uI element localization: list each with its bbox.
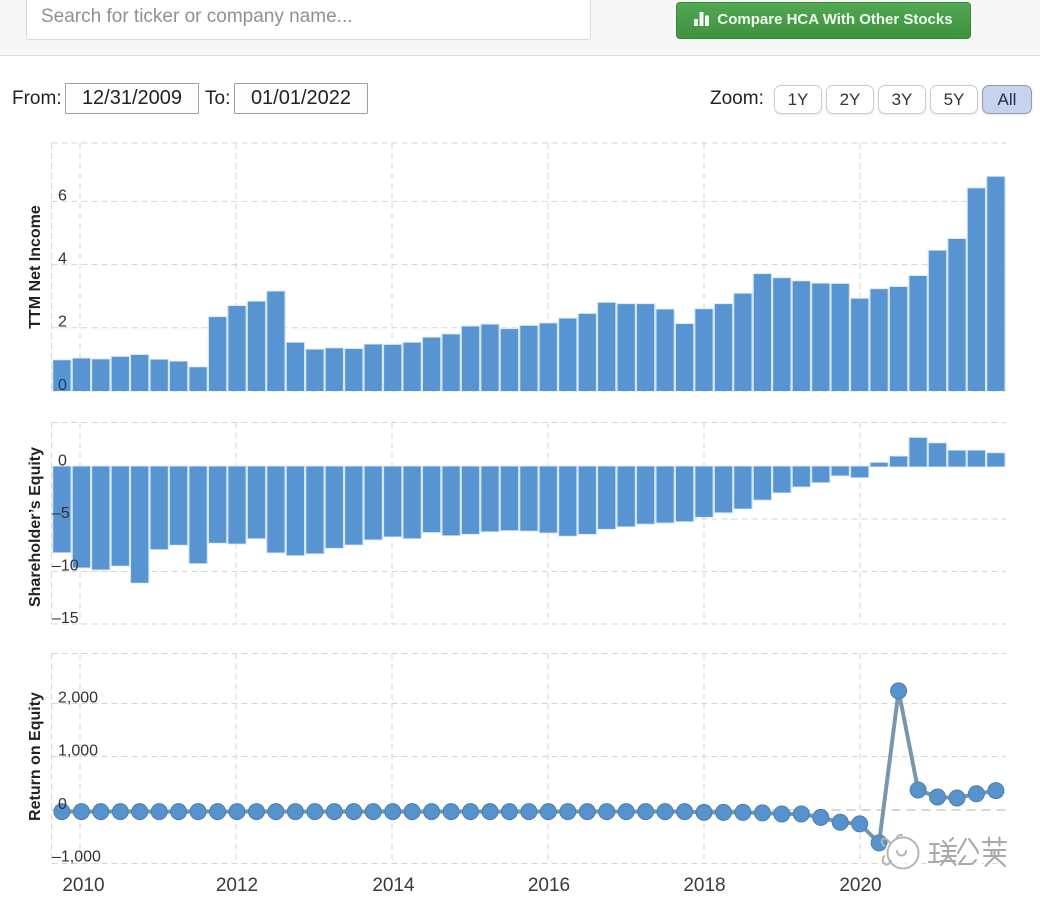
svg-text:0: 0 [58,796,67,813]
svg-text:–10: –10 [52,557,79,574]
svg-text:1,000: 1,000 [58,742,98,759]
svg-text:4: 4 [58,251,67,268]
svg-text:Return on Equity: Return on Equity [27,692,44,821]
svg-text:2010: 2010 [62,875,104,896]
svg-text:–15: –15 [52,610,79,627]
svg-text:–1,000: –1,000 [52,848,101,865]
svg-text:2,000: 2,000 [58,689,98,706]
svg-text:2018: 2018 [683,875,725,896]
svg-text:2: 2 [58,314,67,331]
svg-text:2020: 2020 [839,875,881,896]
svg-text:2016: 2016 [528,875,570,896]
svg-text:2014: 2014 [372,875,415,896]
svg-text:–5: –5 [52,505,70,522]
svg-text:0: 0 [58,377,67,394]
svg-text:TTM Net Income: TTM Net Income [27,205,44,329]
svg-text:2012: 2012 [216,875,258,896]
svg-text:6: 6 [58,187,67,204]
svg-text:Shareholder’s Equity: Shareholder’s Equity [27,447,44,607]
svg-text:0: 0 [58,452,67,469]
